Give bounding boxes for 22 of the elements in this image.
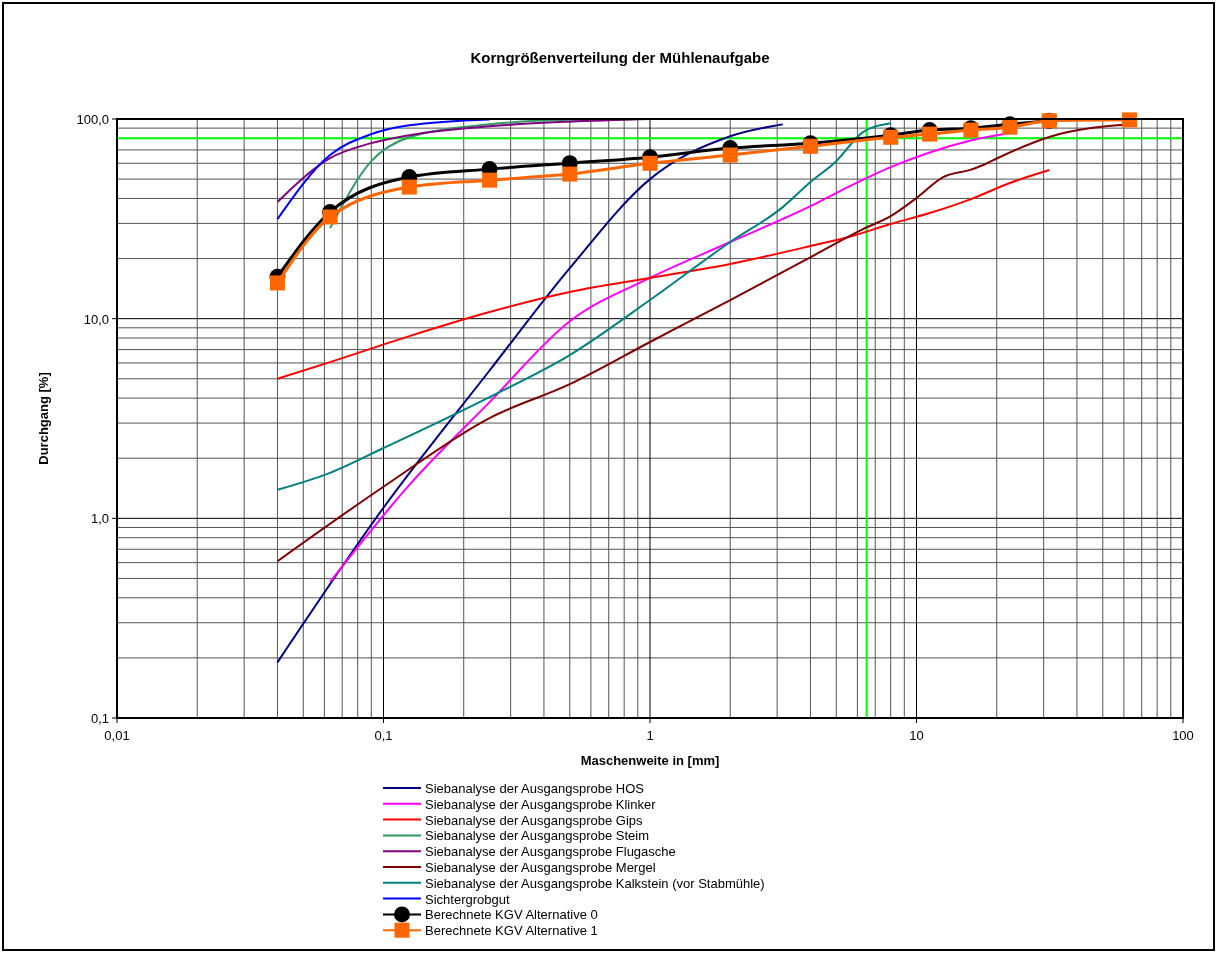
legend-label: Berechnete KGV Alternative 1: [425, 923, 598, 939]
x-tick-label: 0,1: [374, 728, 393, 743]
legend-label: Siebanalyse der Ausgangsprobe Mergel: [425, 860, 656, 875]
legend-label: Siebanalyse der Ausgangsprobe Steim: [425, 828, 650, 844]
legend-label: Siebanalyse der Ausgangsprobe Gips: [425, 812, 644, 828]
x-tick-label: 10: [909, 728, 924, 743]
legend-label: Siebanalyse der Ausgangsprobe HOS: [425, 781, 645, 796]
x-tick-label: 100: [1172, 728, 1194, 743]
y-axis-title: Durchgang [%]: [36, 372, 51, 465]
x-axis-title: Maschenweite in [mm]: [580, 753, 720, 768]
legend-label: Berechnete KGV Alternative 0: [425, 907, 598, 923]
y-tick-label: 10,0: [83, 311, 109, 327]
legend-label: Sichtergrobgut: [425, 891, 510, 907]
y-tick-label: 0,1: [90, 711, 109, 726]
x-tick-label: 0,01: [104, 728, 130, 743]
legend-label: Siebanalyse der Ausgangsprobe Kalkstein (vor Stabmühle): [425, 875, 765, 891]
y-tick-label: 1,0: [90, 511, 109, 527]
x-tick-label: 1: [646, 728, 654, 743]
y-tick-label: 100,0: [76, 112, 109, 127]
legend-label: Siebanalyse der Ausgangsprobe Flugasche: [425, 844, 676, 860]
legend-label: Siebanalyse der Ausgangsprobe Klinker: [425, 796, 657, 812]
chart-title: Korngrößenverteilung der Mühlenaufgabe: [470, 49, 770, 66]
